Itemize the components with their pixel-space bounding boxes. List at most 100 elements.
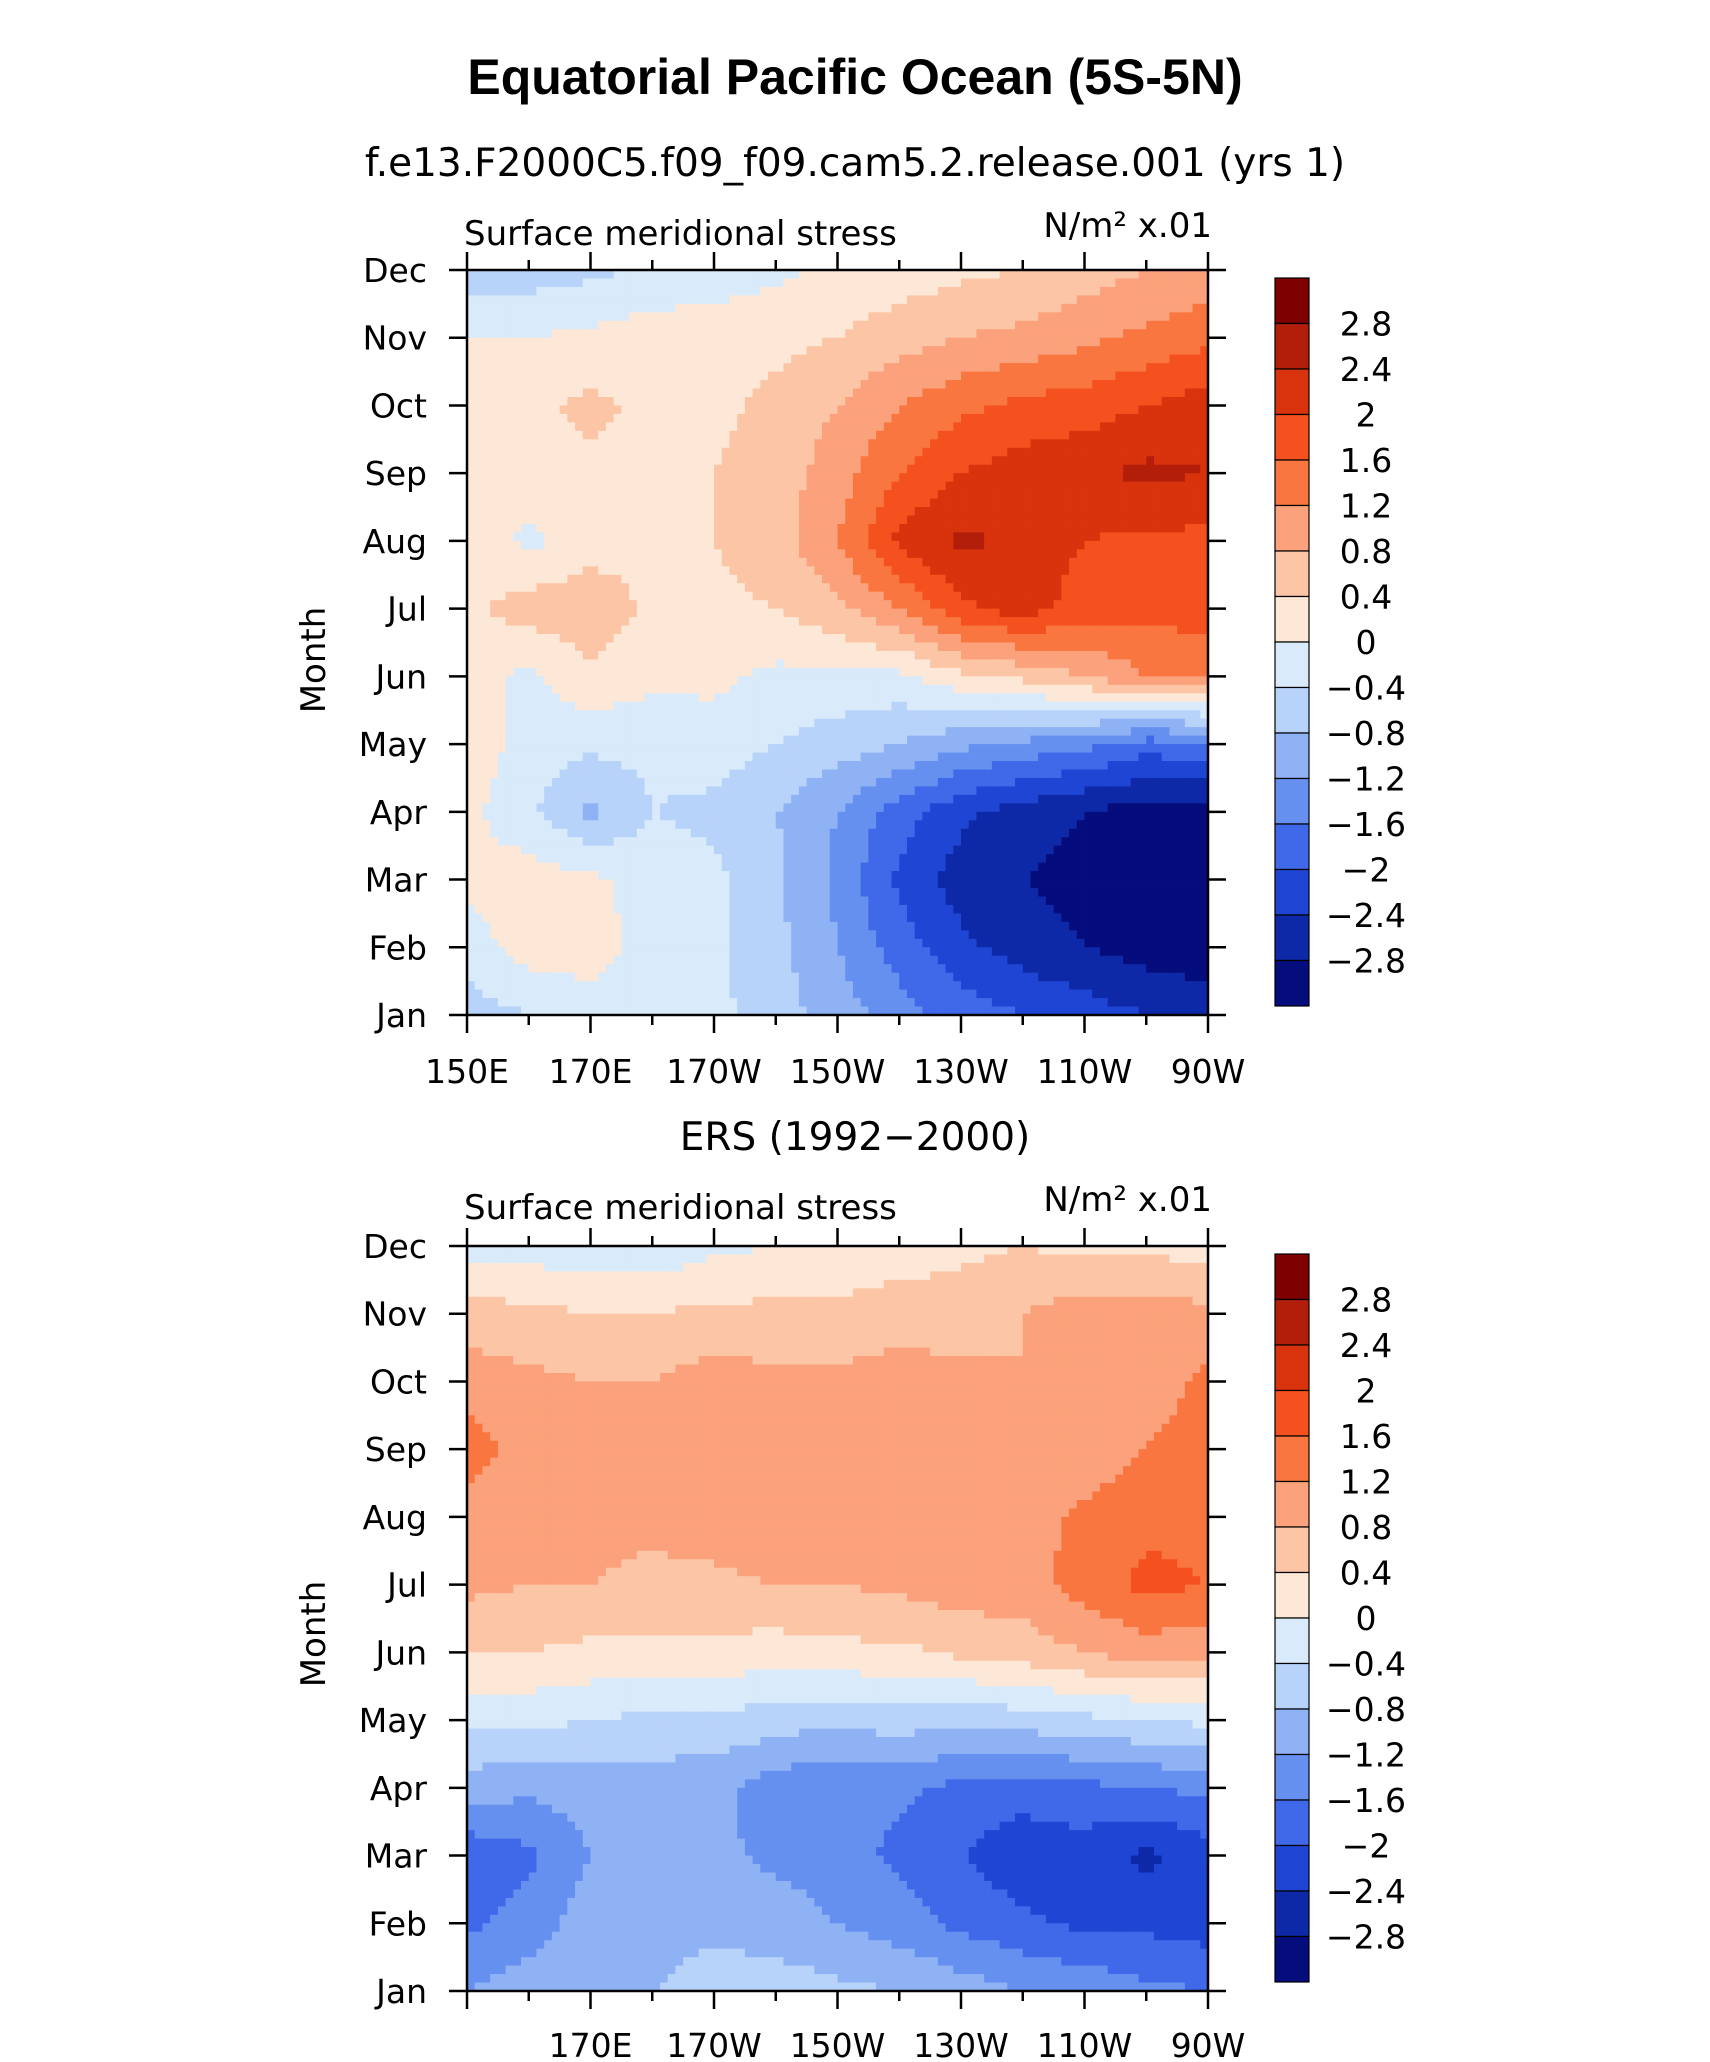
contour-cell xyxy=(667,549,677,559)
contour-cell xyxy=(899,363,908,373)
contour-cell xyxy=(1161,566,1171,576)
contour-cell xyxy=(575,549,584,559)
contour-cell xyxy=(536,625,545,635)
contour-cell xyxy=(652,490,661,500)
contour-cell xyxy=(482,507,491,517)
contour-cell xyxy=(544,515,553,525)
contour-cell xyxy=(613,549,622,559)
contour-cell xyxy=(976,430,985,440)
contour-cell xyxy=(806,481,815,491)
contour-cell xyxy=(1200,396,1209,407)
contour-cell xyxy=(845,278,854,288)
contour-cell xyxy=(991,532,1001,542)
contour-cell xyxy=(1107,566,1116,576)
contour-cell xyxy=(1092,337,1101,347)
contour-cell xyxy=(690,312,700,322)
contour-cell xyxy=(1200,650,1209,661)
contour-cell xyxy=(945,405,954,415)
contour-cell xyxy=(891,693,900,703)
contour-cell xyxy=(636,540,646,550)
contour-cell xyxy=(605,371,615,381)
contour-cell xyxy=(798,422,808,432)
contour-cell xyxy=(914,295,924,305)
contour-cell xyxy=(744,439,754,449)
contour-cell xyxy=(505,413,514,423)
contour-cell xyxy=(837,600,846,610)
contour-cell xyxy=(721,574,731,584)
contour-cell xyxy=(945,642,954,652)
contour-cell xyxy=(1053,447,1062,457)
contour-cell xyxy=(544,447,553,457)
contour-cell xyxy=(521,608,530,618)
contour-cell xyxy=(551,650,561,661)
contour-cell xyxy=(876,574,885,584)
contour-cell xyxy=(629,693,638,703)
contour-cell xyxy=(783,600,792,610)
contour-cell xyxy=(783,439,792,449)
contour-cell xyxy=(899,540,908,550)
contour-cell xyxy=(629,574,638,584)
contour-cell xyxy=(575,659,584,669)
contour-cell xyxy=(1123,346,1132,356)
contour-cell xyxy=(1084,388,1093,398)
contour-cell xyxy=(575,439,584,449)
contour-cell xyxy=(575,540,584,550)
contour-cell xyxy=(698,490,707,500)
contour-cell xyxy=(1146,464,1155,474)
contour-cell xyxy=(652,634,661,644)
contour-cell xyxy=(806,430,815,440)
contour-cell xyxy=(497,405,507,415)
contour-cell xyxy=(852,388,862,398)
contour-cell xyxy=(644,667,653,677)
contour-cell xyxy=(976,540,985,550)
contour-cell xyxy=(613,634,622,644)
contour-cell xyxy=(899,693,908,703)
contour-cell xyxy=(953,439,962,449)
contour-cell xyxy=(690,523,700,534)
contour-cell xyxy=(953,380,962,390)
contour-cell xyxy=(559,278,568,288)
contour-cell xyxy=(968,312,978,322)
contour-cell xyxy=(1123,303,1132,313)
contour-cell xyxy=(467,600,476,610)
contour-cell xyxy=(544,464,553,474)
contour-cell xyxy=(1161,490,1171,500)
contour-cell xyxy=(876,617,885,627)
contour-cell xyxy=(536,464,545,474)
contour-cell xyxy=(1084,667,1093,677)
contour-cell xyxy=(490,447,499,457)
contour-cell xyxy=(582,557,592,567)
contour-cell xyxy=(605,337,615,347)
contour-cell xyxy=(1007,532,1016,542)
contour-cell xyxy=(1015,523,1024,534)
contour-cell xyxy=(675,371,684,381)
contour-cell xyxy=(1115,422,1124,432)
contour-cell xyxy=(1061,557,1070,567)
contour-cell xyxy=(953,634,962,644)
contour-cell xyxy=(752,405,761,415)
contour-cell xyxy=(652,430,661,440)
contour-cell xyxy=(876,430,885,440)
contour-cell xyxy=(1007,430,1016,440)
contour-cell xyxy=(636,634,646,644)
contour-cell xyxy=(1192,481,1201,491)
contour-cell xyxy=(1053,430,1062,440)
contour-cell xyxy=(1061,337,1070,347)
contour-cell xyxy=(1084,456,1093,466)
contour-cell xyxy=(868,574,877,584)
contour-cell xyxy=(891,464,900,474)
contour-cell xyxy=(714,388,723,398)
contour-cell xyxy=(575,566,584,576)
contour-cell xyxy=(1153,303,1163,313)
contour-cell xyxy=(922,490,931,500)
contour-cell xyxy=(1130,490,1140,500)
contour-cell xyxy=(1099,574,1109,584)
contour-cell xyxy=(822,363,831,373)
contour-cell xyxy=(914,600,924,610)
contour-cell xyxy=(868,320,877,330)
contour-cell xyxy=(729,566,738,576)
contour-cell xyxy=(698,380,707,390)
contour-cell xyxy=(1200,549,1209,559)
contour-cell xyxy=(991,667,1001,677)
contour-cell xyxy=(883,684,893,694)
